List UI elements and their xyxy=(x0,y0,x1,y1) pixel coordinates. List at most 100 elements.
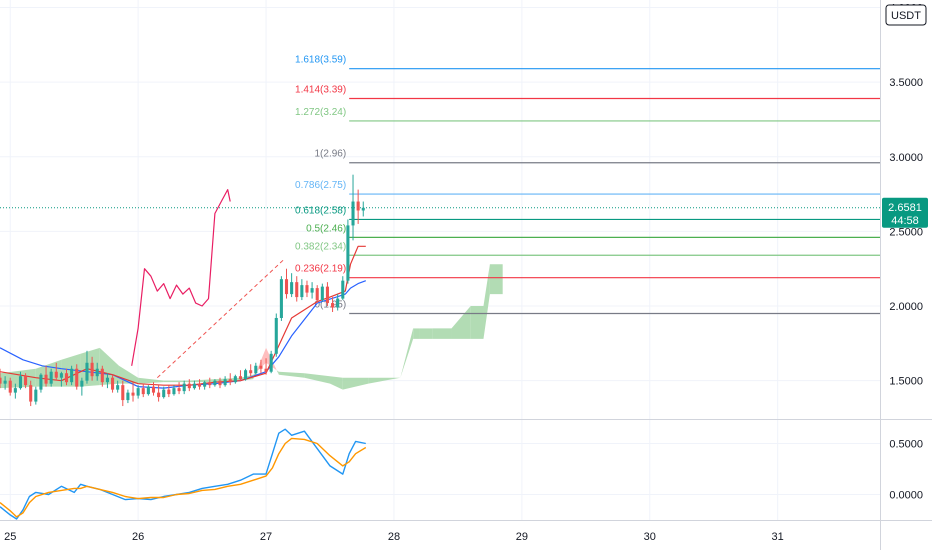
candle-body-54 xyxy=(274,317,278,354)
cloud-segment xyxy=(118,365,139,384)
signal-line xyxy=(0,437,367,518)
candle-body-24 xyxy=(121,385,125,401)
macd-line xyxy=(0,428,366,520)
projection-dashed-line xyxy=(156,257,286,379)
osc-tick-0.0000: 0.0000 xyxy=(889,489,923,501)
time-tick-29: 29 xyxy=(516,531,528,543)
osc-tick-0.5000: 0.5000 xyxy=(889,438,923,450)
cloud-segment xyxy=(419,328,433,339)
candle-body-17 xyxy=(85,362,89,381)
cloud-segment xyxy=(413,328,420,339)
candle-body-46 xyxy=(233,376,237,383)
cloud-segment xyxy=(163,380,190,383)
candle-body-6 xyxy=(29,385,33,402)
candle-body-70 xyxy=(356,201,360,211)
candle-body-18 xyxy=(90,362,94,377)
candle-body-22 xyxy=(111,377,115,390)
candle-body-15 xyxy=(75,368,79,387)
fibonacci-extension[interactable]: 1.618(3.59) 1.414(3.39) 1.272(3.24) 1(2.96)… xyxy=(295,55,880,315)
candle-body-50 xyxy=(254,365,258,374)
candle-body-61 xyxy=(310,288,314,293)
candle-body-32 xyxy=(162,389,166,398)
cloud-segment xyxy=(138,377,164,384)
candle-body-37 xyxy=(187,383,191,389)
candle-body-59 xyxy=(300,285,304,298)
cloud-segment xyxy=(80,347,100,387)
time-tick-30: 30 xyxy=(644,531,656,543)
candle-body-0 xyxy=(0,377,2,384)
candle-body-39 xyxy=(198,383,202,387)
fib-level-label-6: 0.5(2.46) xyxy=(306,223,346,234)
candle-body-23 xyxy=(116,385,120,390)
time-axis[interactable]: 25 26 27 28 29 30 31 xyxy=(4,531,784,543)
candle-body-16 xyxy=(80,380,84,387)
time-tick-26: 26 xyxy=(132,531,144,543)
currency-badge[interactable]: USDT xyxy=(885,4,927,26)
price-axis[interactable]: 4.00003.50003.00002.50002.00001.50000.50… xyxy=(889,2,923,501)
candle-body-56 xyxy=(284,279,289,295)
candle-body-47 xyxy=(238,376,242,380)
candle-body-63 xyxy=(320,286,324,301)
price-tick-2.5000: 2.5000 xyxy=(889,226,923,238)
cloud-segment xyxy=(330,376,343,390)
price-tag-countdown: 44:58 xyxy=(891,215,919,227)
currency-badge-box xyxy=(885,4,927,26)
candle-body-21 xyxy=(105,377,109,383)
candle-body-57 xyxy=(290,282,294,295)
cloud-segment xyxy=(368,377,401,384)
candle-body-19 xyxy=(95,368,99,377)
kijun-line xyxy=(0,245,366,386)
candle-body-43 xyxy=(218,380,222,386)
candle-body-28 xyxy=(141,388,145,395)
candle-body-30 xyxy=(151,386,156,393)
candle-body-65 xyxy=(331,303,335,308)
candle-body-9 xyxy=(44,374,48,384)
candle-body-49 xyxy=(249,370,253,374)
cloud-segment xyxy=(451,306,471,339)
fib-level-label-5: 0.618(2.58) xyxy=(295,205,346,216)
fib-level-label-1: 1.414(3.39) xyxy=(295,85,346,96)
oscillator-pane xyxy=(0,428,367,520)
candle-body-55 xyxy=(279,279,283,318)
fib-level-label-2: 1.272(3.24) xyxy=(295,107,346,118)
fib-level-label-4: 0.786(2.75) xyxy=(295,180,346,191)
candle-body-27 xyxy=(136,388,140,396)
cloud-segment xyxy=(489,264,503,295)
time-tick-28: 28 xyxy=(388,531,400,543)
fib-level-label-9: 0(1.95) xyxy=(314,300,346,311)
chikou-line xyxy=(131,189,231,366)
cloud-segment xyxy=(189,379,215,383)
price-tick-2.0000: 2.0000 xyxy=(889,301,923,313)
candle-body-40 xyxy=(203,382,207,387)
time-tick-27: 27 xyxy=(260,531,272,543)
candle-body-34 xyxy=(172,388,176,395)
candle-body-42 xyxy=(213,380,217,386)
candle-body-51 xyxy=(259,365,263,369)
candle-body-10 xyxy=(49,371,53,384)
fib-level-label-0: 1.618(3.59) xyxy=(295,55,346,66)
cloud-segment xyxy=(304,373,330,384)
candle-body-7 xyxy=(34,389,38,402)
candle-body-60 xyxy=(305,285,309,293)
candle-body-45 xyxy=(228,379,232,383)
price-tick-1.5000: 1.5000 xyxy=(889,376,923,388)
price-tick-3.5000: 3.5000 xyxy=(889,77,923,89)
time-tick-31: 31 xyxy=(772,531,784,543)
candle-body-41 xyxy=(208,382,212,386)
candle-body-69 xyxy=(351,201,355,226)
price-tag-box xyxy=(882,197,928,228)
cloud-segment xyxy=(483,264,490,339)
candle-body-53 xyxy=(269,353,273,372)
candle-body-38 xyxy=(192,383,196,389)
candle-body-12 xyxy=(59,373,63,378)
candlestick-series xyxy=(0,174,365,407)
time-tick-25: 25 xyxy=(4,531,16,543)
candle-body-14 xyxy=(70,368,74,383)
candle-body-44 xyxy=(223,379,227,386)
cloud-segment xyxy=(342,377,369,390)
candle-body-20 xyxy=(100,368,104,383)
cloud-segment xyxy=(400,328,414,378)
